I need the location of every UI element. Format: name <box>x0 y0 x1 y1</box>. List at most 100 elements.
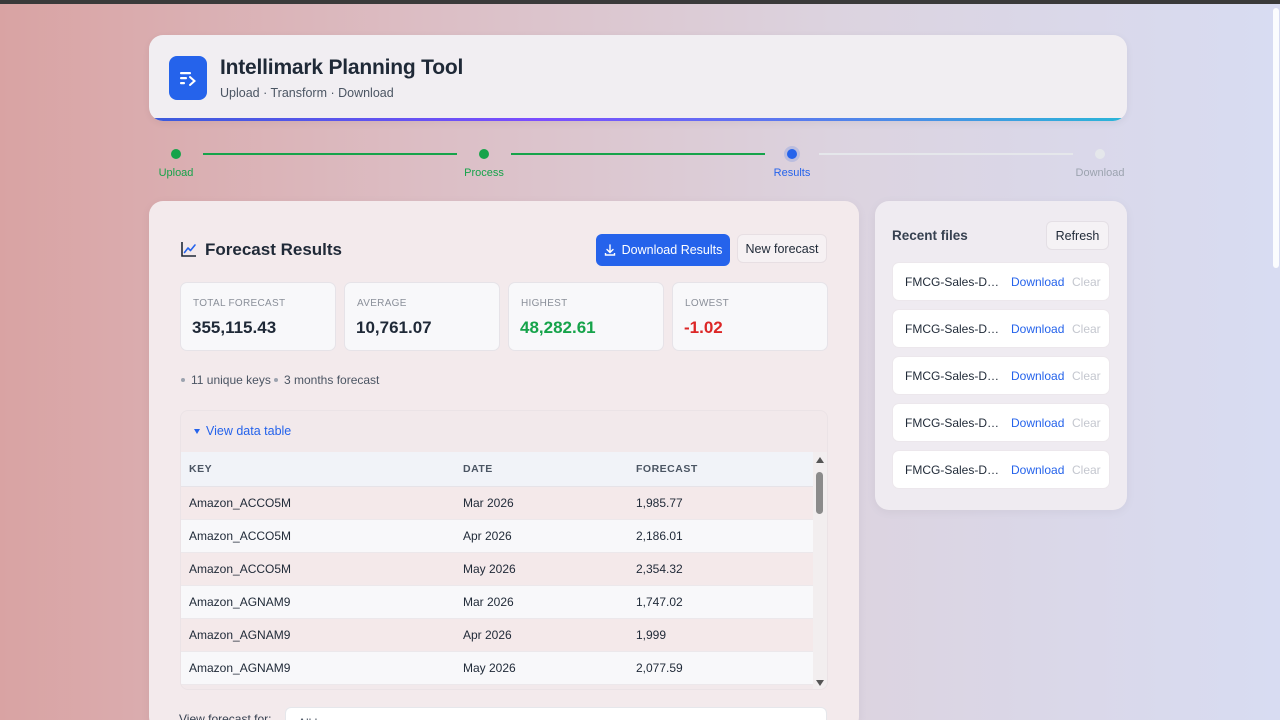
cell-date: Apr 2026 <box>463 618 636 652</box>
view-forecast-for-select[interactable]: All keys <box>285 707 827 720</box>
file-download-link[interactable]: Download <box>1011 416 1065 430</box>
stat-label: AVERAGE <box>357 298 407 309</box>
file-download-link[interactable]: Download <box>1011 369 1065 383</box>
file-clear-button[interactable]: Clear <box>1072 275 1101 289</box>
toggle-label: View data table <box>206 424 292 438</box>
recent-file-item: FMCG-Sales-Data Download Clear <box>892 262 1110 301</box>
cell-date: Mar 2026 <box>463 486 636 520</box>
header-accent-bar <box>149 118 1127 121</box>
download-results-label: Download Results <box>621 243 723 257</box>
scroll-down-arrow-icon[interactable] <box>816 680 824 686</box>
caret-down-icon <box>194 428 200 434</box>
stat-card-lowest: LOWEST -1.02 <box>672 282 828 351</box>
results-title: Forecast Results <box>205 240 342 259</box>
file-name: FMCG-Sales-Data <box>905 275 1003 289</box>
step-dot-process <box>479 149 489 159</box>
table-row: Amazon_AGNAM9 Mar 2026 1,747.02 <box>181 585 815 619</box>
step-connector <box>819 153 1073 155</box>
refresh-button[interactable]: Refresh <box>1046 221 1109 250</box>
table-row: Amazon_AGNAM9 May 2026 2,077.59 <box>181 651 815 685</box>
file-clear-button[interactable]: Clear <box>1072 369 1101 383</box>
cell-forecast: 2,077.59 <box>636 651 815 685</box>
table-row: Amazon_AGNAM9 Apr 2026 1,999 <box>181 618 815 652</box>
file-download-link[interactable]: Download <box>1011 463 1065 477</box>
column-header-forecast[interactable]: FORECAST <box>636 452 815 487</box>
stat-card-highest: HIGHEST 48,282.61 <box>508 282 664 351</box>
stat-value: 10,761.07 <box>356 318 432 337</box>
forecast-table: KEY DATE FORECAST Amazon_ACCO5M Mar 2026… <box>181 452 815 685</box>
step-connector <box>511 153 765 155</box>
file-name: FMCG-Sales-Data <box>905 463 1003 477</box>
cell-date: Apr 2026 <box>463 519 636 553</box>
forecast-results-card: Forecast Results Download Results New fo… <box>149 201 859 720</box>
cell-forecast: 2,186.01 <box>636 519 815 553</box>
file-clear-button[interactable]: Clear <box>1072 463 1101 477</box>
cell-key: Amazon_AGNAM9 <box>181 585 463 619</box>
download-icon <box>604 244 615 256</box>
view-data-table-toggle[interactable]: View data table <box>194 424 291 438</box>
cell-key: Amazon_ACCO5M <box>181 519 463 553</box>
app-title: Intellimark Planning Tool <box>220 56 464 79</box>
stat-card-average: AVERAGE 10,761.07 <box>344 282 500 351</box>
app-header: Intellimark Planning Tool Upload · Trans… <box>149 35 1127 121</box>
cell-forecast: 2,354.32 <box>636 552 815 586</box>
meta-forecast-horizon: 3 months forecast <box>274 373 379 387</box>
step-dot-download <box>1095 149 1105 159</box>
progress-stepper: Upload Process Results Download <box>150 145 1128 185</box>
recent-file-item: FMCG-Sales-Data Download Clear <box>892 356 1110 395</box>
column-header-key[interactable]: KEY <box>181 452 463 487</box>
stat-value: -1.02 <box>684 318 723 337</box>
view-forecast-for-label: View forecast for: <box>179 712 272 720</box>
file-clear-button[interactable]: Clear <box>1072 416 1101 430</box>
stat-card-total: TOTAL FORECAST 355,115.43 <box>180 282 336 351</box>
stat-value: 48,282.61 <box>520 318 596 337</box>
stat-label: LOWEST <box>685 298 730 309</box>
table-scrollbar-thumb[interactable] <box>816 472 823 514</box>
recent-file-item: FMCG-Sales-Data Download Clear <box>892 309 1110 348</box>
recent-file-item: FMCG-Sales-Data Download Clear <box>892 450 1110 489</box>
recent-files-title: Recent files <box>892 228 968 243</box>
step-connector <box>203 153 457 155</box>
cell-date: May 2026 <box>463 552 636 586</box>
cell-key: Amazon_AGNAM9 <box>181 651 463 685</box>
table-row: Amazon_ACCO5M Mar 2026 1,985.77 <box>181 486 815 520</box>
recent-files-panel: Recent files Refresh FMCG-Sales-Data Dow… <box>875 201 1127 510</box>
data-table-panel: View data table KEY DATE FORECAST Amazon… <box>180 410 828 690</box>
page-scrollbar[interactable] <box>1272 4 1280 720</box>
line-chart-icon <box>181 242 196 257</box>
app-subtitle: Upload · Transform · Download <box>220 86 394 100</box>
new-forecast-button[interactable]: New forecast <box>737 234 827 263</box>
file-download-link[interactable]: Download <box>1011 275 1065 289</box>
file-name: FMCG-Sales-Data <box>905 322 1003 336</box>
cell-date: Mar 2026 <box>463 585 636 619</box>
step-label-upload: Upload <box>158 167 194 179</box>
table-row: Amazon_ACCO5M May 2026 2,354.32 <box>181 552 815 586</box>
step-label-process: Process <box>464 167 504 179</box>
recent-file-item: FMCG-Sales-Data Download Clear <box>892 403 1110 442</box>
stat-label: HIGHEST <box>521 298 568 309</box>
scroll-up-arrow-icon[interactable] <box>816 457 824 463</box>
column-header-date[interactable]: DATE <box>463 452 636 487</box>
download-results-button[interactable]: Download Results <box>596 234 730 266</box>
cell-forecast: 1,747.02 <box>636 585 815 619</box>
file-name: FMCG-Sales-Data <box>905 369 1003 383</box>
file-name: FMCG-Sales-Data <box>905 416 1003 430</box>
step-label-download: Download <box>1075 167 1125 179</box>
cell-key: Amazon_ACCO5M <box>181 486 463 520</box>
step-dot-results <box>787 149 797 159</box>
file-download-link[interactable]: Download <box>1011 322 1065 336</box>
file-clear-button[interactable]: Clear <box>1072 322 1101 336</box>
table-row: Amazon_ACCO5M Apr 2026 2,186.01 <box>181 519 815 553</box>
cell-forecast: 1,999 <box>636 618 815 652</box>
stat-value: 355,115.43 <box>192 318 277 337</box>
page-scrollbar-thumb[interactable] <box>1273 8 1279 268</box>
stat-label: TOTAL FORECAST <box>193 298 286 309</box>
app-logo-icon <box>169 56 207 100</box>
cell-date: May 2026 <box>463 651 636 685</box>
cell-key: Amazon_ACCO5M <box>181 552 463 586</box>
table-scrollbar[interactable] <box>813 452 827 689</box>
step-label-results: Results <box>773 167 811 179</box>
window-top-border <box>0 0 1280 4</box>
cell-forecast: 1,985.77 <box>636 486 815 520</box>
cell-key: Amazon_AGNAM9 <box>181 618 463 652</box>
